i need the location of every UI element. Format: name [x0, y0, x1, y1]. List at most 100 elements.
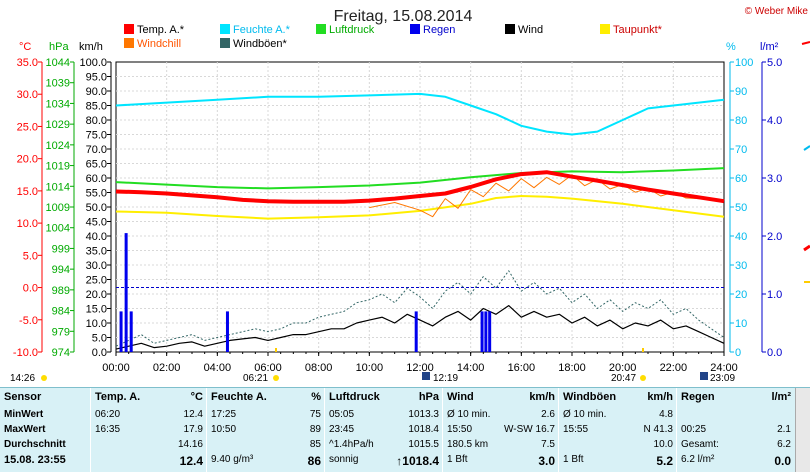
stats-scrollbar[interactable] [795, 388, 810, 472]
stats-gust-title: Windböen [563, 391, 617, 403]
noon-label: 12:19 [433, 373, 458, 384]
legend-swatch-1 [220, 24, 230, 34]
stats-temp-title: Temp. A. [95, 391, 141, 403]
stats-wind-distance: 180.5 km [447, 439, 489, 450]
stats-gust-avg10: 4.8 [659, 409, 673, 420]
pressure-tick-label: 1009 [46, 202, 70, 214]
temp-axis-title: °C [19, 41, 31, 53]
stats-gust-unit: km/h [647, 391, 673, 403]
stats-gust-bft: 1 Bft [563, 454, 584, 465]
rain-tick-label: 2.0 [767, 231, 782, 243]
legend-label-0: Temp. A.* [137, 24, 185, 36]
x-tick-label: 12:00 [406, 362, 434, 374]
wind-tick-label: 90.0 [86, 86, 107, 98]
legend-label-1: Feuchte A.* [233, 24, 291, 36]
legend-label-6: Windchill [137, 38, 181, 50]
stats-rain-max-time: 00:25 [681, 424, 707, 435]
pressure-tick-label: 979 [52, 326, 70, 338]
legend-label-7: Windböen* [233, 38, 288, 50]
left-time-label: 14:26 [10, 373, 35, 384]
grid [116, 62, 724, 352]
temp-tick-label: 20.0 [17, 154, 38, 166]
pressure-tick-label: 1044 [46, 57, 70, 69]
rain-tick-label: 4.0 [767, 115, 782, 127]
temp-tick-label: -10.0 [13, 347, 38, 359]
x-axis: 00:00 02:00 04:00 06:00 08:00 10:00 12:00 14:00… [102, 352, 738, 374]
pressure-tick-label: 994 [52, 264, 70, 276]
stats-pressure-trend: ^1.4hPa/h [329, 439, 374, 450]
stats-pressure-now: ↑1018.4 [396, 454, 439, 468]
stats-temp-avg: 14.16 [177, 439, 203, 450]
series-group [115, 92, 725, 352]
legend-label-5: Taupunkt* [613, 24, 663, 36]
humidity-tick-label: 60 [735, 173, 747, 185]
rain-tick-label: 5.0 [767, 57, 782, 69]
moon-label: 23:09 [710, 373, 735, 384]
stats-pressure-min: 1013.3 [408, 409, 439, 420]
temp-tick-label: 10.0 [17, 218, 38, 230]
legend-swatch-5 [600, 24, 610, 34]
x-tick-label: 02:00 [153, 362, 181, 374]
sunrise-icon [273, 375, 279, 381]
series-windb-en [115, 270, 725, 347]
stats-wind-avg10-label: Ø 10 min. [447, 409, 491, 420]
wind-tick-label: 100.0 [79, 57, 107, 69]
pressure-axis-title: hPa [49, 41, 69, 53]
x-tick-label: 18:00 [558, 362, 586, 374]
temp-tick-label: 15.0 [17, 186, 38, 198]
right-edge-decoration [801, 41, 810, 283]
stats-pressure-forecast: sonnig [329, 454, 359, 465]
statistics-table: Sensor MinWert MaxWert Durchschnitt 15.0… [0, 387, 810, 472]
humidity-tick-label: 40 [735, 231, 747, 243]
weather-chart: Freitag, 15.08.2014 © Weber Mike Temp. A… [10, 6, 810, 384]
series-temp-a [115, 170, 725, 204]
legend-swatch-3 [410, 24, 420, 34]
stats-pressure-min-time: 05:05 [329, 409, 355, 420]
stats-sensor-header: Sensor [4, 391, 42, 403]
credit-text: © Weber Mike [745, 6, 809, 17]
rain-bar [124, 233, 128, 352]
series-luftdruck [115, 167, 725, 190]
humidity-tick-label: 50 [735, 202, 747, 214]
temp-tick-label: 30.0 [17, 89, 38, 101]
wind-tick-label: 20.0 [86, 289, 107, 301]
series-wind [115, 305, 725, 350]
wind-tick-label: 55.0 [86, 188, 107, 200]
humidity-tick-label: 70 [735, 144, 747, 156]
temp-tick-label: 0.0 [23, 283, 38, 295]
stats-pressure-avg: 1015.5 [408, 439, 439, 450]
humidity-tick-label: 0 [735, 347, 741, 359]
stats-humidity-max: 89 [309, 424, 321, 435]
stats-humidity-avg: 85 [309, 439, 321, 450]
stats-pressure-max: 1018.4 [408, 424, 439, 435]
stats-gust-avg10-label: Ø 10 min. [563, 409, 607, 420]
humidity-tick-label: 20 [735, 289, 747, 301]
humidity-axis-title: % [726, 41, 736, 53]
wind-tick-label: 40.0 [86, 231, 107, 243]
stats-gust-max: 41.3 [653, 424, 673, 435]
wind-tick-label: 95.0 [86, 72, 107, 84]
rain-tick-label: 3.0 [767, 173, 782, 185]
rain-tick-label: 1.0 [767, 289, 782, 301]
wind-tick-label: 75.0 [86, 130, 107, 142]
moon-icon [700, 372, 708, 380]
wind-tick-label: 65.0 [86, 159, 107, 171]
y-axes: 35.0 30.0 25.0 20.0 15.0 10.0 5.0 0.0 -5.0 -10.0 1… [13, 57, 782, 359]
sunset-icon [640, 375, 646, 381]
time-markers: 14:26 06:21 12:19 20:47 23:09 [10, 348, 735, 384]
humidity-tick-label: 30 [735, 260, 747, 272]
sun-icon [41, 375, 47, 381]
wind-tick-label: 60.0 [86, 173, 107, 185]
stats-gust-column: Windböen km/h Ø 10 min. 4.8 15:55 N 41.3 10… [558, 388, 677, 472]
stats-rain-now: 0.0 [774, 454, 791, 468]
stats-temp-min-time: 06:20 [95, 409, 121, 420]
stats-humidity-column: Feuchte A.% 17:25 75 10:50 89 85 9.40 g/m³… [206, 388, 325, 472]
wind-tick-label: 25.0 [86, 275, 107, 287]
pressure-tick-label: 1019 [46, 161, 70, 173]
humidity-tick-label: 90 [735, 86, 747, 98]
x-tick-label: 04:00 [204, 362, 232, 374]
stats-wind-bft: 1 Bft [447, 454, 468, 465]
wind-tick-label: 80.0 [86, 115, 107, 127]
stats-wind-now: 3.0 [538, 454, 555, 468]
stats-wind-unit: km/h [529, 391, 555, 403]
